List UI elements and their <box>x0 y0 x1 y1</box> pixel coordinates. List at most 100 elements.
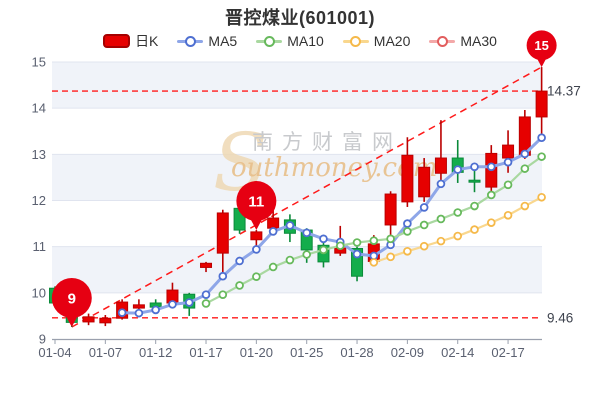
x-axis-label: 01-04 <box>38 345 71 360</box>
ma20-point <box>403 246 412 256</box>
y-axis-label: 12 <box>32 193 46 208</box>
ma20-point <box>486 218 496 227</box>
y-axis-label: 9 <box>39 332 46 347</box>
ma5-point <box>218 271 228 281</box>
x-axis-label: 01-28 <box>340 345 373 360</box>
ma5-point <box>235 256 244 266</box>
ma5-point <box>252 245 261 254</box>
badge-value-15: 15 <box>534 38 548 53</box>
badge-15 <box>526 30 557 61</box>
ref-line-value-9.46: 9.46 <box>547 310 573 325</box>
ma10-point <box>386 234 395 244</box>
candle-body-01-28 <box>351 248 364 277</box>
legend-item-kline[interactable]: 日K <box>103 31 158 51</box>
legend-label-ma10: MA10 <box>287 33 324 49</box>
candle-body-01-21 <box>267 217 280 229</box>
ma10-point <box>470 201 479 211</box>
y-axis-label: 10 <box>32 285 46 300</box>
ma5-point <box>285 221 295 230</box>
y-axis-label: 13 <box>32 147 46 162</box>
candle-body-01-20 <box>250 231 263 241</box>
page-title: 晋控煤业(601001) <box>224 8 376 28</box>
ma5-point <box>184 298 194 307</box>
ma10-point <box>235 281 244 290</box>
ma5-point <box>151 305 160 315</box>
candle-body-01-17 <box>200 262 213 268</box>
ma10-point <box>302 250 312 259</box>
ma5-point <box>503 157 513 167</box>
candle-body-02-09 <box>401 154 414 203</box>
x-axis-label: 01-25 <box>290 345 323 360</box>
candle-body-01-06 <box>82 316 95 323</box>
ma20-swatch-icon <box>342 35 369 47</box>
y-axis-label: 15 <box>32 54 46 69</box>
ma10-point <box>503 180 513 190</box>
ma20-point <box>537 192 546 202</box>
ma10-point <box>486 190 496 200</box>
ma10-point <box>252 272 261 281</box>
candle-body-01-11 <box>132 304 145 309</box>
ma10-point <box>419 220 429 230</box>
x-axis-label: 01-17 <box>189 345 222 360</box>
y-axis-label: 14 <box>32 101 46 116</box>
legend-label-ma5: MA5 <box>208 33 238 49</box>
ma5-point <box>537 133 546 143</box>
ma5-point <box>268 227 278 236</box>
candle-body-01-07 <box>99 317 112 324</box>
x-axis-label: 01-12 <box>139 345 172 360</box>
ma5-point <box>419 203 429 212</box>
candle-body-02-11 <box>434 157 447 174</box>
ma5-point <box>352 249 362 259</box>
ma10-point <box>537 152 546 161</box>
ma10-point <box>285 255 295 265</box>
kline-swatch-icon <box>103 34 131 48</box>
ma10-point <box>268 262 278 272</box>
x-axis-label: 01-20 <box>240 345 273 360</box>
candle-body-02-10 <box>418 166 431 198</box>
ma20-point <box>436 236 446 246</box>
ma20-point <box>453 231 463 241</box>
badge-value-9: 9 <box>68 290 76 307</box>
x-axis-label: 02-14 <box>441 345 474 360</box>
candle-body-02-17 <box>502 144 515 159</box>
ma20-point <box>419 241 429 251</box>
ma10-point <box>319 245 328 255</box>
ma5-point <box>520 149 530 159</box>
badge-value-11: 11 <box>248 194 264 211</box>
x-axis-label: 02-09 <box>391 345 424 360</box>
ma10-point <box>352 238 362 247</box>
grid-band <box>52 61 542 109</box>
candle-body-02-08 <box>384 193 397 226</box>
legend-label-kline: 日K <box>135 33 159 49</box>
ma5-point <box>453 165 463 174</box>
ref-line-value-14.37: 14.37 <box>547 84 581 99</box>
ma10-point <box>520 164 530 173</box>
ma10-point <box>403 227 412 236</box>
candle-body-02-21 <box>535 90 548 118</box>
ma10-point <box>218 290 228 299</box>
ma30-swatch-icon <box>429 35 456 47</box>
trend-line <box>71 66 542 328</box>
ma10-point <box>369 236 379 245</box>
ma20-point <box>520 201 530 211</box>
ma5-point <box>470 162 479 172</box>
badge-11 <box>236 181 277 222</box>
ma10-point <box>453 208 463 217</box>
legend-item-ma20[interactable]: MA20 <box>342 33 411 49</box>
candle-body-02-15 <box>468 179 481 183</box>
legend-item-ma10[interactable]: MA10 <box>256 33 324 49</box>
watermark-cn-text: 南方财富网 <box>252 131 402 154</box>
ma20-point <box>386 252 395 262</box>
legend-item-ma5[interactable]: MA5 <box>177 33 237 49</box>
ma5-point <box>403 219 412 228</box>
ma20-point <box>470 225 479 234</box>
legend-label-ma20: MA20 <box>373 33 411 49</box>
x-axis-label: 01-07 <box>89 345 122 360</box>
chart-legend: 日K MA5 MA10 MA20 MA30 <box>0 31 600 51</box>
y-axis-label: 11 <box>33 239 47 254</box>
legend-item-ma30[interactable]: MA30 <box>429 33 497 49</box>
ma20-point <box>503 210 513 220</box>
ma5-point <box>486 162 496 172</box>
ma10-point <box>335 241 345 251</box>
ma5-swatch-icon <box>177 35 204 47</box>
